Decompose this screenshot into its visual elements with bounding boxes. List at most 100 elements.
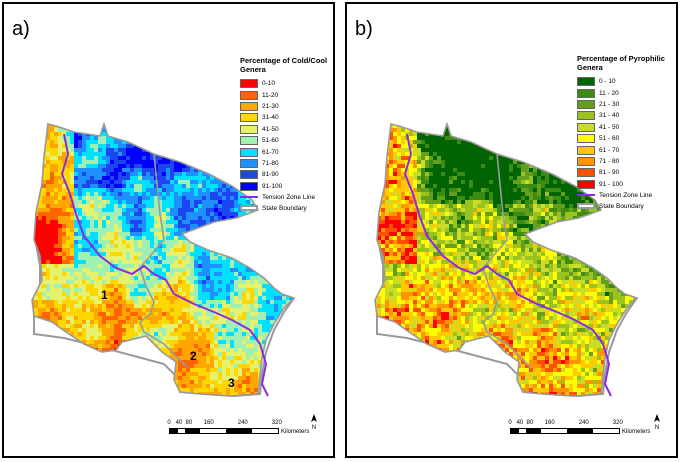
legend-class-label: 0 - 10 xyxy=(599,78,616,86)
legend-class-row: 71-80 xyxy=(240,158,333,169)
legend-class-label: 91 - 100 xyxy=(599,180,623,188)
legend-class-label: 11-20 xyxy=(262,91,279,99)
tension-zone-legend-a: Tension Zone Line xyxy=(240,192,333,203)
legend-b: Percentage of Pyrophilic Genera 0 - 10 11… xyxy=(577,54,676,212)
legend-class-row: 11 - 20 xyxy=(577,87,676,98)
legend-swatch xyxy=(240,147,258,157)
internal-state-boundary xyxy=(139,153,189,369)
legend-class-label: 61 - 70 xyxy=(599,146,620,154)
legend-class-label: 51 - 60 xyxy=(599,135,620,143)
region-outline xyxy=(374,121,639,397)
region-number-2: 2 xyxy=(190,349,197,363)
scale-tick-label: 80 xyxy=(526,420,534,426)
scale-tick-label: 0 xyxy=(508,420,512,426)
legend-class-label: 31 - 40 xyxy=(599,112,620,120)
scale-tick-label: 320 xyxy=(612,420,623,426)
legend-class-label: 41 - 50 xyxy=(599,123,620,131)
scale-tick-label: 320 xyxy=(271,420,282,426)
tension-zone-label-a: Tension Zone Line xyxy=(262,193,316,201)
legend-class-row: 81-90 xyxy=(240,169,333,180)
region-outline xyxy=(31,121,296,397)
legend-class-label: 0-10 xyxy=(262,80,276,88)
legend-class-row: 11-20 xyxy=(240,89,333,100)
legend-class-row: 91-100 xyxy=(240,181,333,192)
legend-class-row: 41-50 xyxy=(240,124,333,135)
legend-class-row: 31 - 40 xyxy=(577,110,676,121)
legend-swatch xyxy=(577,99,595,109)
legend-class-row: 61-70 xyxy=(240,146,333,157)
scale-bar-b: 0 40 80 160 240 320 Kilometers xyxy=(508,420,650,435)
scale-bar-a: 0 40 80 160 240 320 Kilometers xyxy=(167,420,309,435)
legend-class-row: 31-40 xyxy=(240,112,333,123)
legend-swatch xyxy=(577,145,595,155)
scale-tick-label: 0 xyxy=(167,420,171,426)
legend-class-row: 41 - 50 xyxy=(577,122,676,133)
state-boundary-legend-a: State Boundary xyxy=(240,203,333,214)
scale-tick-label: 240 xyxy=(237,420,248,426)
legend-class-row: 21 - 30 xyxy=(577,99,676,110)
scale-tick-label: 160 xyxy=(203,420,214,426)
panel-letter-b: b) xyxy=(355,18,373,40)
legend-swatch xyxy=(577,134,595,144)
legend-swatch xyxy=(240,90,258,100)
svg-text:N: N xyxy=(312,425,316,430)
legend-swatch xyxy=(240,158,258,168)
legend-swatch xyxy=(577,156,595,166)
legend-class-row: 51-60 xyxy=(240,135,333,146)
legend-class-label: 31-40 xyxy=(262,114,279,122)
legend-swatch xyxy=(577,122,595,132)
tension-zone-line xyxy=(403,133,612,397)
tension-zone-line xyxy=(60,133,269,397)
legend-class-row: 51 - 60 xyxy=(577,133,676,144)
scale-bar-line-b xyxy=(510,428,620,434)
legend-swatch xyxy=(240,79,258,89)
scale-tick-label: 40 xyxy=(516,420,524,426)
legend-class-label: 81 - 90 xyxy=(599,169,620,177)
state-boundary-symbol-b xyxy=(577,203,595,210)
legend-swatch xyxy=(240,181,258,191)
map-panel-a: a) Percentage of Cold/Cool Genera 0-10 11… xyxy=(2,2,335,458)
legend-class-label: 41-50 xyxy=(262,125,279,133)
legend-class-row: 61 - 70 xyxy=(577,144,676,155)
legend-title-a: Percentage of Cold/Cool Genera xyxy=(240,56,328,74)
legend-swatch xyxy=(577,88,595,98)
scale-unit-b: Kilometers xyxy=(622,429,651,435)
tension-zone-legend-b: Tension Zone Line xyxy=(577,190,676,201)
scale-tick-label: 160 xyxy=(544,420,555,426)
scale-bar-line-a xyxy=(169,428,279,434)
legend-class-label: 61-70 xyxy=(262,148,279,156)
legend-class-label: 91-100 xyxy=(262,182,283,190)
legend-swatch xyxy=(240,124,258,134)
legend-class-label: 21-30 xyxy=(262,102,279,110)
tension-zone-symbol-b xyxy=(577,194,595,197)
north-arrow-icon: N xyxy=(654,414,660,430)
tension-zone-symbol-a xyxy=(240,196,258,199)
legend-swatch xyxy=(577,77,595,87)
legend-class-label: 51-60 xyxy=(262,137,279,145)
region-number-3: 3 xyxy=(228,376,235,390)
legend-swatch xyxy=(240,170,258,180)
state-boundary-label-b: State Boundary xyxy=(599,202,644,210)
legend-class-row: 21-30 xyxy=(240,101,333,112)
legend-class-row: 81 - 90 xyxy=(577,167,676,178)
scale-tick-label: 80 xyxy=(185,420,193,426)
legend-swatch xyxy=(577,168,595,178)
internal-state-boundary xyxy=(482,153,532,369)
map-cold-cool xyxy=(31,121,296,398)
legend-swatch xyxy=(240,101,258,111)
state-boundary-legend-b: State Boundary xyxy=(577,201,676,212)
panel-letter-a: a) xyxy=(12,18,30,40)
legend-class-row: 0-10 xyxy=(240,78,333,89)
legend-swatch xyxy=(577,179,595,189)
legend-class-row: 0 - 10 xyxy=(577,76,676,87)
state-boundary-symbol-a xyxy=(240,205,258,212)
state-boundary-label-a: State Boundary xyxy=(262,204,307,212)
map-panel-b: b) Percentage of Pyrophilic Genera 0 - 1… xyxy=(345,2,678,458)
scale-tick-label: 40 xyxy=(175,420,183,426)
region-number-1: 1 xyxy=(101,288,108,302)
scale-unit-a: Kilometers xyxy=(281,429,310,435)
legend-class-label: 81-90 xyxy=(262,171,279,179)
legend-class-label: 11 - 20 xyxy=(599,89,619,97)
legend-class-row: 91 - 100 xyxy=(577,179,676,190)
scale-tick-label: 240 xyxy=(578,420,589,426)
